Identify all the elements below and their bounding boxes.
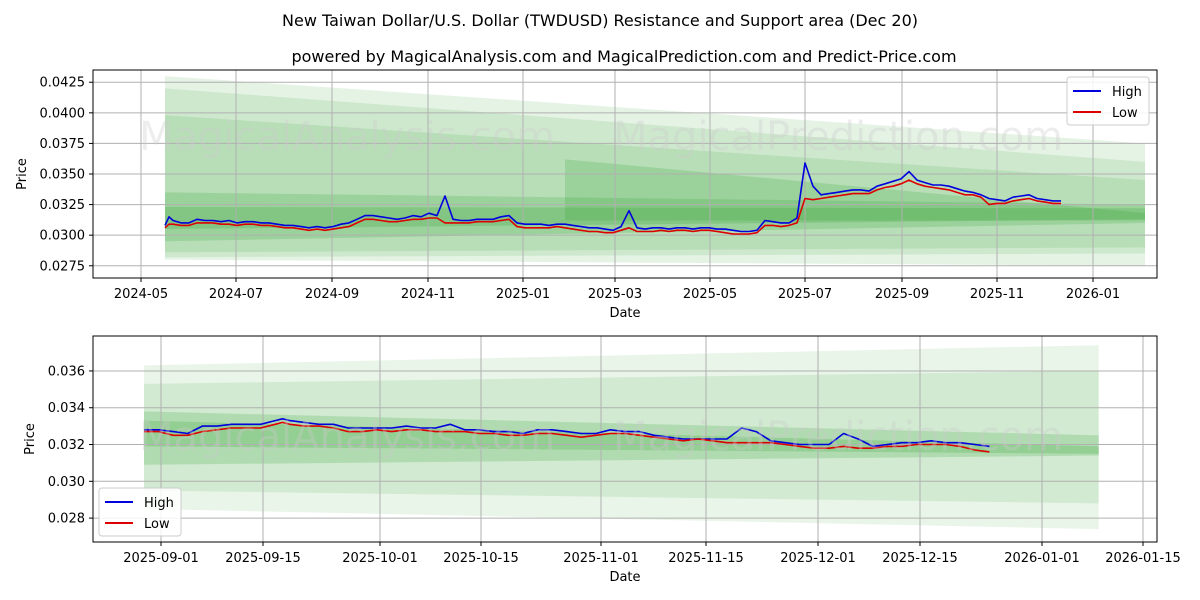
series-low-line (144, 421, 990, 453)
y-axis-label: Price (23, 423, 38, 455)
watermark-1: MagicalAnalysis.com (139, 114, 555, 160)
x-tick-label-6: 2025-05 (683, 287, 737, 302)
band-1 (165, 76, 1145, 266)
watermark-1: MagicalAnalysis.com (139, 414, 555, 460)
x-tick-label-0: 2025-09-01 (123, 551, 199, 566)
legend: High Low (1066, 76, 1150, 126)
legend: High Low (98, 487, 182, 537)
y-tick-label-3: 0.034 (48, 401, 85, 416)
x-tick-label-1: 2024-07 (209, 287, 263, 302)
x-tick-label-5: 2025-03 (588, 287, 642, 302)
support-resistance-bands (144, 345, 1099, 530)
x-tick-label-9: 2025-11 (970, 287, 1024, 302)
x-axis-label: Date (609, 306, 640, 321)
support-resistance-bands (165, 76, 1145, 266)
band-4 (144, 420, 1099, 454)
x-tick-label-2: 2024-09 (305, 287, 359, 302)
chart-subtitle: powered by MagicalAnalysis.com and Magic… (291, 47, 956, 66)
band-3 (165, 115, 1145, 253)
x-tick-label-0: 2024-05 (114, 287, 168, 302)
series-high-line (164, 162, 1061, 233)
band-2 (165, 88, 1145, 258)
x-tick-label-4: 2025-01 (496, 287, 550, 302)
x-tick-label-4: 2025-11-01 (563, 551, 639, 566)
grid (93, 70, 1157, 278)
series-high-line (144, 418, 990, 448)
x-tick-label-7: 2025-12-15 (882, 551, 958, 566)
band-3 (144, 411, 1099, 465)
x-tick-label-8: 2026-01-01 (1004, 551, 1080, 566)
watermark-2: MagicalPrediction.com (613, 414, 1063, 460)
legend-label-high: High (144, 496, 174, 511)
y-tick-label-2: 0.032 (48, 438, 85, 453)
chart-panel-2: MagicalAnalysis.com MagicalPrediction.com… (23, 335, 1181, 585)
y-tick-label-1: 0.0300 (40, 229, 86, 244)
y-tick-label-4: 0.036 (48, 364, 85, 379)
x-tick-label-6: 2025-12-01 (780, 551, 856, 566)
x-tick-label-10: 2026-01 (1066, 287, 1120, 302)
y-tick-label-1: 0.030 (48, 475, 85, 490)
series-low-line (164, 179, 1061, 235)
x-tick-label-2: 2025-10-01 (342, 551, 418, 566)
chart-title: New Taiwan Dollar/U.S. Dollar (TWDUSD) R… (282, 11, 918, 30)
x-axis-label: Date (609, 570, 640, 585)
legend-label-high: High (1112, 85, 1142, 100)
band-2 (144, 370, 1099, 504)
x-tick-label-8: 2025-09 (875, 287, 929, 302)
series-group (164, 162, 1061, 235)
y-tick-label-2: 0.0325 (40, 198, 86, 213)
legend-label-low: Low (144, 517, 170, 532)
y-tick-label-4: 0.0375 (40, 137, 86, 152)
y-tick-label-5: 0.0400 (40, 106, 86, 121)
band-5 (165, 207, 1145, 230)
legend-label-low: Low (1112, 106, 1138, 121)
y-tick-label-0: 0.028 (48, 512, 85, 527)
x-tick-label-5: 2025-11-15 (668, 551, 744, 566)
x-tick-label-9: 2026-01-15 (1105, 551, 1181, 566)
series-group (144, 418, 990, 453)
chart-panel-1: MagicalAnalysis.com MagicalPrediction.com… (15, 69, 1158, 321)
watermark-2: MagicalPrediction.com (613, 114, 1063, 160)
x-tick-label-1: 2025-09-15 (225, 551, 301, 566)
x-tick-label-3: 2025-10-15 (443, 551, 519, 566)
axes-frame (92, 335, 1158, 543)
x-tick-label-3: 2024-11 (401, 287, 455, 302)
y-tick-label-0: 0.0275 (40, 259, 86, 274)
band-1 (144, 345, 1099, 530)
y-axis-label: Price (15, 158, 30, 190)
y-tick-label-6: 0.0425 (40, 76, 86, 91)
chart-panels: MagicalAnalysis.com MagicalPrediction.com… (15, 69, 1181, 585)
y-tick-label-3: 0.0350 (40, 168, 86, 183)
x-tick-label-7: 2025-07 (778, 287, 832, 302)
